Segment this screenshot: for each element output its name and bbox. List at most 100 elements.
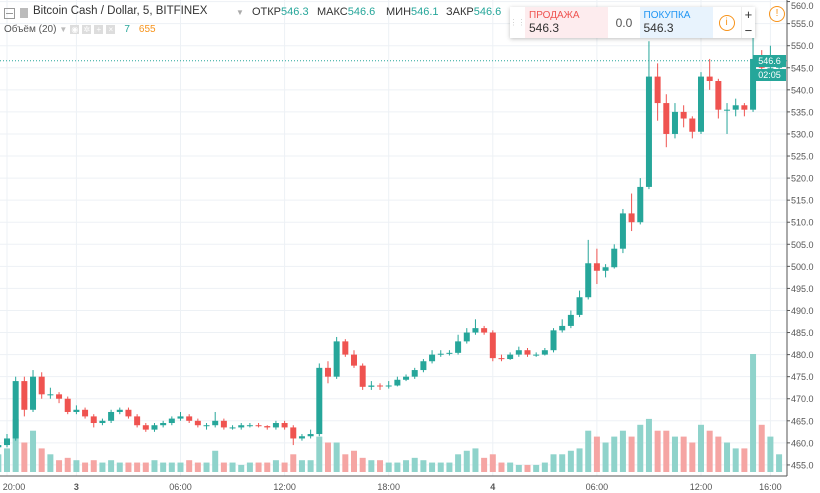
spread-value: 0.0 [615,15,633,30]
buy-label: ПОКУПКА [643,10,691,21]
candle-body [698,76,704,132]
volume-bar [732,448,739,472]
volume-bar [576,448,583,472]
low-label: МИН [386,6,412,18]
volume-bar [116,462,123,472]
candle-body [64,398,71,412]
candle-body [533,354,540,356]
candle-body [585,263,592,298]
y-tick-label: 475.0 [791,372,814,382]
volume-bar [108,460,115,472]
candle-body [203,425,210,427]
volume-bar [229,462,236,472]
warning-button[interactable]: ! [769,6,785,22]
volume-down-value: 655 [138,24,156,35]
volume-bar [359,457,366,472]
volume-bar [602,442,609,472]
volume-bar [160,462,167,472]
candle-body [151,425,158,430]
sell-button[interactable]: ПРОДАЖА 546.3 [525,7,609,38]
chevron-down-icon[interactable]: ▼ [59,25,68,34]
close-icon[interactable]: × [106,25,116,34]
volume-bar [706,430,713,472]
plus-icon[interactable]: + [94,25,104,34]
volume-bar [515,464,522,472]
y-tick-label: 515.0 [791,196,814,206]
decrease-button[interactable]: − [744,22,753,38]
candle-body [515,350,522,355]
y-tick-label: 555.0 [791,19,814,29]
volume-bar [472,448,479,472]
candle-body [108,411,115,421]
flag-icon[interactable] [20,8,28,18]
chevron-down-icon[interactable]: ▼ [236,8,244,17]
symbol-title[interactable]: Bitcoin Cash / Dollar, 5, BITFINEX [33,5,208,17]
volume-bar [689,442,696,472]
last-price-label: 546.6 [753,55,786,67]
candle-body [316,367,323,435]
y-tick-label: 505.0 [791,240,814,250]
volume-bar [628,436,635,472]
volume-bar [0,454,2,472]
candle-body [567,314,574,326]
open-value: 546.3 [281,6,309,18]
volume-bar [455,454,462,472]
volume-bar [307,460,314,472]
volume-bar [637,424,644,472]
candle-body [125,409,132,417]
volume-legend: Объём (20) ▼ ◉ ✲ + × 7 655 [4,24,156,35]
high-pair: МАКС546.6 [317,6,375,18]
candle-body [4,438,10,446]
candle-body [750,58,757,110]
increase-button[interactable]: + [744,7,753,23]
candle-body [671,111,678,134]
volume-bar [750,354,757,472]
low-value: 546.1 [411,6,439,18]
volume-bar [134,462,141,472]
candle-body [420,361,427,371]
candle-body [741,105,748,110]
candle-body [246,425,253,427]
volume-bar [403,460,410,472]
y-tick-label: 520.0 [791,174,814,184]
candle-body [142,425,149,430]
candle-body [706,76,713,82]
candle-body [264,426,271,428]
y-tick-label: 480.0 [791,350,814,360]
y-tick-label: 525.0 [791,152,814,162]
volume-bar [671,436,678,472]
low-pair: МИН546.1 [386,6,439,18]
close-label: ЗАКР [446,6,474,18]
candle-body [645,76,652,187]
volume-bar [411,457,418,472]
info-button[interactable]: i [713,7,741,38]
volume-bar [724,442,731,472]
volume-bar [90,460,97,472]
candle-body [116,409,123,412]
candle-body [186,416,193,421]
drag-handle-icon[interactable]: ⋮⋮ [509,18,526,27]
volume-bar [767,436,774,472]
candle-body [593,263,600,271]
eye-icon[interactable]: ◉ [70,25,80,34]
candle-body [489,332,496,359]
candle-body [767,67,774,69]
high-label: МАКС [317,6,348,18]
volume-bar [264,462,271,472]
volume-bar [333,442,340,472]
candle-body [507,354,514,360]
volume-bar [489,454,496,472]
buy-button[interactable]: ПОКУПКА 546.3 [639,7,713,38]
candle-body [168,418,175,424]
candle-body [654,76,661,104]
candle-body [455,341,462,353]
x-tick-label: 4 [490,482,495,492]
volume-title[interactable]: Объём (20) [4,24,57,35]
gear-icon[interactable]: ✲ [82,25,92,34]
y-tick-label: 470.0 [791,394,814,404]
volume-bar [498,462,505,472]
candle-body [333,341,340,377]
collapse-icon[interactable] [4,8,15,19]
volume-bar [619,430,626,472]
